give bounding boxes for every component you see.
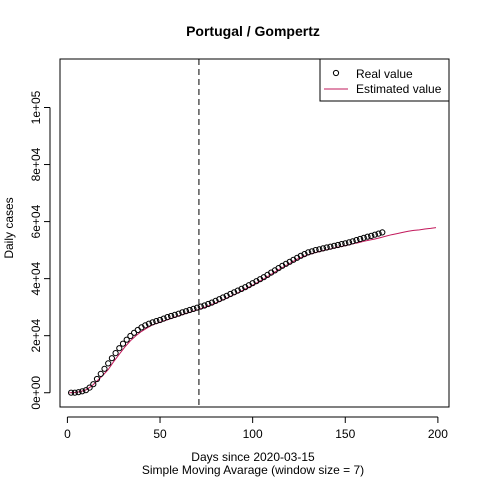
x-tick-label: 200	[428, 427, 448, 441]
data-point-real-value	[216, 296, 223, 303]
data-point-real-value	[334, 241, 341, 249]
data-point-real-value	[179, 309, 186, 316]
data-point-real-value	[86, 384, 93, 391]
data-point-real-value	[201, 302, 208, 309]
data-point-real-value	[349, 238, 356, 245]
data-point-real-value	[331, 242, 338, 249]
data-point-real-value	[101, 365, 108, 372]
data-point-real-value	[357, 235, 364, 243]
data-point-real-value	[338, 241, 345, 248]
data-point-real-value	[345, 239, 353, 246]
data-point-real-value	[105, 360, 112, 367]
data-point-real-value	[305, 249, 312, 256]
data-point-real-value	[79, 388, 86, 395]
y-tick-label: 8e+04	[29, 147, 43, 181]
chart-title: Portugal / Gompertz	[186, 23, 320, 39]
data-point-real-value	[227, 290, 234, 298]
data-point-real-value	[186, 306, 193, 314]
y-tick-label: 1e+05	[29, 90, 43, 124]
data-point-real-value	[368, 232, 375, 239]
series-layer	[68, 227, 437, 396]
data-point-real-value	[164, 314, 171, 321]
data-point-real-value	[71, 389, 78, 396]
data-point-real-value	[208, 299, 215, 306]
data-point-real-value	[190, 305, 197, 312]
data-point-real-value	[360, 234, 367, 241]
data-point-real-value	[205, 300, 212, 308]
series-line-estimated-value	[69, 227, 437, 394]
data-point-real-value	[234, 287, 241, 294]
legend-label-estimated-value: Estimated value	[356, 82, 442, 96]
data-point-real-value	[68, 389, 75, 396]
data-point-real-value	[212, 297, 219, 304]
x-tick-label: 0	[64, 427, 71, 441]
y-tick-label: 4e+04	[29, 261, 43, 295]
x-tick-label: 150	[335, 427, 355, 441]
legend-label-real-value: Real value	[356, 67, 413, 81]
data-point-real-value	[219, 294, 227, 301]
data-point-real-value	[175, 310, 182, 317]
y-tick-label: 0e+00	[29, 376, 43, 410]
y-tick-label: 2e+04	[29, 319, 43, 353]
data-point-real-value	[197, 303, 204, 310]
data-point-real-value	[153, 318, 160, 325]
data-point-real-value	[353, 237, 360, 244]
legend-box	[319, 58, 450, 102]
axis-layer: 0 50 100 150 200 0e+00 2e+04 4e+04 6e+04 8e+04 1e+…	[29, 90, 448, 441]
data-point-real-value	[149, 319, 156, 326]
data-point-real-value	[312, 247, 319, 254]
plot-frame	[59, 58, 450, 408]
data-point-real-value	[316, 246, 323, 253]
data-point-real-value	[123, 336, 130, 343]
data-point-real-value	[97, 370, 104, 377]
data-point-real-value	[297, 252, 304, 259]
legend-marker-real-value	[332, 69, 340, 77]
data-point-real-value	[182, 308, 190, 315]
data-point-real-value	[364, 233, 371, 240]
data-point-real-value	[90, 381, 97, 388]
data-point-real-value	[108, 355, 116, 362]
data-point-real-value	[112, 350, 119, 357]
legend: Real value Estimated value	[319, 58, 450, 102]
data-point-real-value	[145, 320, 152, 327]
data-point-real-value	[223, 292, 230, 299]
data-point-real-value	[323, 244, 330, 251]
data-point-real-value	[119, 340, 127, 347]
data-point-real-value	[375, 230, 382, 237]
data-point-real-value	[116, 345, 123, 352]
x-axis-label: Days since 2020-03-15	[191, 450, 315, 464]
data-point-real-value	[194, 304, 201, 311]
data-point-real-value	[75, 389, 82, 396]
data-point-real-value	[160, 315, 167, 322]
data-point-real-value	[371, 231, 378, 238]
data-point-real-value	[156, 316, 164, 324]
x-tick-label: 100	[243, 427, 263, 441]
data-point-real-value	[342, 240, 349, 247]
data-point-real-value	[171, 311, 178, 318]
data-point-real-value	[142, 322, 149, 329]
y-axis-label: Daily cases	[2, 197, 16, 258]
data-point-real-value	[168, 312, 175, 320]
data-point-real-value	[379, 229, 386, 236]
data-point-real-value	[301, 251, 308, 258]
data-point-real-value	[308, 248, 315, 255]
data-point-real-value	[127, 332, 134, 340]
x-axis-sublabel: Simple Moving Avarage (window size = 7)	[142, 463, 364, 477]
data-point-real-value	[327, 243, 334, 250]
data-point-real-value	[319, 245, 327, 252]
data-point-real-value	[231, 289, 238, 296]
data-point-real-value	[93, 375, 101, 383]
y-tick-label: 6e+04	[29, 204, 43, 238]
x-tick-label: 50	[153, 427, 167, 441]
data-point-real-value	[238, 285, 245, 292]
